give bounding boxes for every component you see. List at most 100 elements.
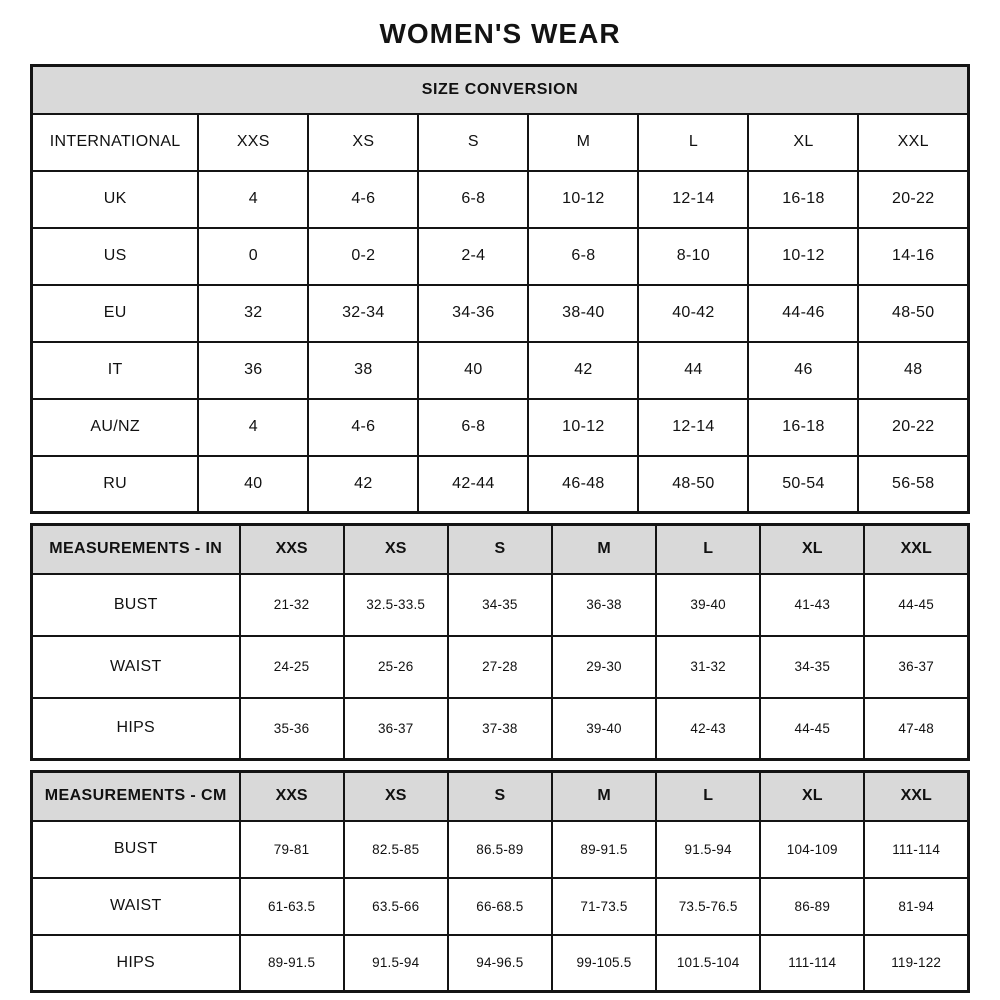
value-cell: 16-18 [747,397,860,457]
row-header: BUST [30,819,241,879]
value-cell: 111-114 [863,819,970,879]
row-header: UK [30,169,200,229]
value-cell: 29-30 [550,634,658,699]
value-cell: 10-12 [747,226,860,286]
row-header: IT [30,340,200,400]
value-cell: 34-36 [417,283,530,343]
row-header: WAIST [30,634,241,699]
value-cell: 89-91.5 [550,819,658,879]
value-cell: 71-73.5 [550,876,658,936]
value-cell: 4-6 [307,169,420,229]
value-cell: 44-45 [759,696,866,761]
value-cell: 38-40 [527,283,640,343]
value-cell: 99-105.5 [550,933,658,993]
value-cell: 34-35 [446,572,553,637]
value-cell: 86.5-89 [446,819,553,879]
table-row: HIPS 35-36 36-37 37-38 39-40 42-43 44-45 47-48 [30,696,970,761]
column-header: XS [342,523,449,575]
value-cell: 44 [637,340,750,400]
value-cell: 61-63.5 [238,876,345,936]
value-cell: 44-46 [747,283,860,343]
table-title: MEASUREMENTS - IN [30,523,241,575]
value-cell: 24-25 [238,634,345,699]
value-cell: 47-48 [863,696,970,761]
value-cell: 94-96.5 [446,933,553,993]
table-title: MEASUREMENTS - CM [30,770,241,822]
value-cell: 66-68.5 [446,876,553,936]
table-row: US 0 0-2 2-4 6-8 8-10 10-12 14-16 [30,226,970,286]
value-cell: 25-26 [342,634,449,699]
value-cell: 20-22 [857,169,970,229]
column-header: XXL [863,770,970,822]
value-cell: 4-6 [307,397,420,457]
value-cell: 31-32 [655,634,762,699]
value-cell: 16-18 [747,169,860,229]
value-cell: 4 [197,169,310,229]
row-header: RU [30,454,200,514]
value-cell: 42-44 [417,454,530,514]
measurements-in-table: MEASUREMENTS - IN XXS XS S M L XL XXL BUST 21-32 3… [30,523,970,761]
table-row: AU/NZ 4 4-6 6-8 10-12 12-14 16-18 20-22 [30,397,970,457]
column-header: XXS [197,112,310,172]
row-header: BUST [30,572,241,637]
measurements-cm-table: MEASUREMENTS - CM XXS XS S M L XL XXL BUST 79-81 8… [30,770,970,993]
column-header: XXS [238,523,345,575]
column-header: M [550,770,658,822]
value-cell: 21-32 [238,572,345,637]
value-cell: 8-10 [637,226,750,286]
table-row: HIPS 89-91.5 91.5-94 94-96.5 99-105.5 101.5-1… [30,933,970,993]
column-header: XL [759,523,866,575]
value-cell: 48-50 [857,283,970,343]
table-title-row: SIZE CONVERSION [30,64,970,115]
column-header: M [550,523,658,575]
row-header: AU/NZ [30,397,200,457]
column-header: L [655,770,762,822]
value-cell: 82.5-85 [342,819,449,879]
column-header: S [446,523,553,575]
column-header: L [655,523,762,575]
value-cell: 104-109 [759,819,866,879]
row-header: WAIST [30,876,241,936]
page-title: WOMEN'S WEAR [379,18,621,49]
value-cell: 35-36 [238,696,345,761]
value-cell: 20-22 [857,397,970,457]
value-cell: 0-2 [307,226,420,286]
value-cell: 119-122 [863,933,970,993]
row-header: US [30,226,200,286]
value-cell: 34-35 [759,634,866,699]
row-header: HIPS [30,696,241,761]
table-row: BUST 21-32 32.5-33.5 34-35 36-38 39-40 41-43 44… [30,572,970,637]
value-cell: 12-14 [637,169,750,229]
value-cell: 101.5-104 [655,933,762,993]
value-cell: 81-94 [863,876,970,936]
column-header: XS [307,112,420,172]
value-cell: 12-14 [637,397,750,457]
value-cell: 36-37 [863,634,970,699]
column-header: XXL [857,112,970,172]
value-cell: 10-12 [527,169,640,229]
table-header-row: MEASUREMENTS - IN XXS XS S M L XL XXL [30,523,970,575]
value-cell: 91.5-94 [655,819,762,879]
column-header: M [527,112,640,172]
column-header: S [417,112,530,172]
row-header: INTERNATIONAL [30,112,200,172]
value-cell: 37-38 [446,696,553,761]
value-cell: 38 [307,340,420,400]
column-header: S [446,770,553,822]
value-cell: 6-8 [417,397,530,457]
value-cell: 4 [197,397,310,457]
table-row: EU 32 32-34 34-36 38-40 40-42 44-46 48-50 [30,283,970,343]
row-header: HIPS [30,933,241,993]
column-header: XL [759,770,866,822]
value-cell: 36-37 [342,696,449,761]
column-header: L [637,112,750,172]
value-cell: 40-42 [637,283,750,343]
table-row: UK 4 4-6 6-8 10-12 12-14 16-18 20-22 [30,169,970,229]
value-cell: 0 [197,226,310,286]
value-cell: 32.5-33.5 [342,572,449,637]
table-header-row: MEASUREMENTS - CM XXS XS S M L XL XXL [30,770,970,822]
value-cell: 10-12 [527,397,640,457]
column-header: XL [747,112,860,172]
size-conversion-title: SIZE CONVERSION [30,64,970,115]
value-cell: 6-8 [417,169,530,229]
